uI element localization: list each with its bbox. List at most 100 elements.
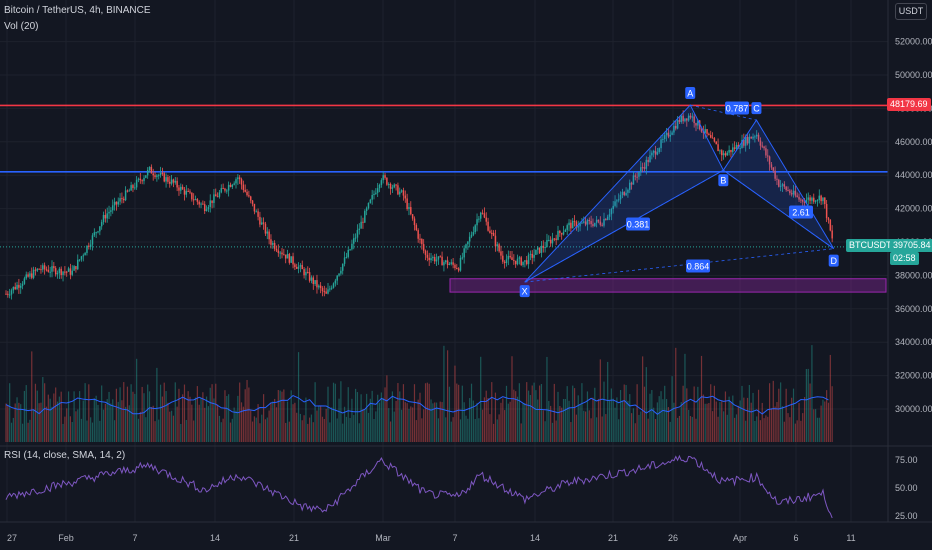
volume-bar <box>329 422 331 442</box>
candle-body <box>106 213 108 219</box>
candle-body <box>51 266 53 272</box>
candle-body <box>323 291 326 293</box>
volume-bar <box>785 388 787 442</box>
candle-body <box>770 164 773 168</box>
candle-body <box>288 254 291 263</box>
volume-bar <box>229 422 232 442</box>
candle-body <box>616 200 618 202</box>
volume-bar <box>647 418 649 442</box>
volume-bar <box>391 391 393 442</box>
candle-body <box>268 231 270 240</box>
volume-bar <box>415 420 417 442</box>
candle-body <box>476 219 478 226</box>
volume-bar <box>261 414 263 442</box>
candle-body <box>446 260 449 265</box>
candle-body <box>827 218 830 220</box>
candle-body <box>362 221 364 223</box>
volume-bar <box>476 402 478 442</box>
volume-bar <box>382 397 384 442</box>
volume-bar <box>406 403 408 442</box>
candle-body <box>796 195 798 197</box>
volume-bar <box>194 397 197 442</box>
candle-body <box>706 129 708 134</box>
candle-body <box>739 148 741 150</box>
candle-body <box>194 199 197 201</box>
pattern-ratio-badge <box>686 259 710 273</box>
volume-bar <box>787 413 789 442</box>
candle-body <box>123 198 125 201</box>
candle-body <box>378 184 381 189</box>
price-axis-label: 42000.00 <box>895 204 932 214</box>
last-price-tag: 39705.84 <box>890 239 932 252</box>
volume-bar <box>377 394 379 442</box>
candle-body <box>715 141 717 145</box>
candle-body <box>290 256 292 263</box>
volume-bar <box>636 384 638 442</box>
candle-body <box>75 266 77 270</box>
volume-bar <box>331 407 333 442</box>
candle-body <box>163 173 165 182</box>
volume-indicator-label[interactable]: Vol (20) <box>4 21 39 32</box>
candle-body <box>732 147 734 153</box>
volume-bar <box>509 401 511 442</box>
volume-bar <box>645 367 647 442</box>
candle-body <box>559 230 561 234</box>
currency-button[interactable]: USDT <box>895 3 927 20</box>
volume-bar <box>573 388 576 442</box>
volume-bar <box>364 409 366 442</box>
volume-bar <box>90 417 92 442</box>
candle-body <box>213 194 215 203</box>
volume-bar <box>463 402 465 442</box>
candle-body <box>373 193 375 196</box>
volume-bar <box>327 386 329 442</box>
volume-bar <box>240 402 243 442</box>
candle-body <box>240 179 243 185</box>
volume-bar <box>443 345 445 442</box>
candle-body <box>494 235 497 247</box>
volume-bar <box>599 359 601 442</box>
time-axis-label: 27 <box>7 533 17 543</box>
volume-bar <box>366 393 368 442</box>
volume-bar <box>769 383 771 442</box>
symbol-title[interactable]: Bitcoin / TetherUS, 4h, BINANCE <box>4 5 151 16</box>
candle-body <box>329 288 331 290</box>
volume-bar <box>318 406 320 442</box>
volume-bar <box>49 398 51 442</box>
volume-bar <box>369 398 371 442</box>
candle-body <box>121 198 123 200</box>
volume-bar <box>699 399 701 442</box>
candle-body <box>371 195 373 200</box>
volume-bar <box>141 386 143 442</box>
candle-body <box>652 150 655 153</box>
volume-bar <box>693 386 695 442</box>
volume-bar <box>651 390 653 442</box>
pattern-ratio-label: 2.61 <box>792 208 810 218</box>
volume-bar <box>281 391 283 442</box>
volume-bar <box>688 409 690 442</box>
volume-bar <box>55 387 57 442</box>
candle-body <box>783 184 786 187</box>
candle-body <box>507 255 510 260</box>
candle-body <box>483 213 486 218</box>
candle-body <box>625 192 627 196</box>
candle-body <box>209 200 211 207</box>
volume-bar <box>320 405 322 442</box>
candle-body <box>314 280 316 285</box>
rsi-indicator-label[interactable]: RSI (14, close, SMA, 14, 2) <box>4 450 126 461</box>
candle-body <box>45 269 48 271</box>
candle-body <box>573 220 576 222</box>
candle-body <box>831 230 833 239</box>
volume-bar <box>332 382 335 442</box>
volume-bar <box>397 383 399 442</box>
volume-bar <box>340 381 342 442</box>
volume-bar <box>761 402 763 442</box>
time-axis-label: 7 <box>452 533 457 543</box>
candle-body <box>255 211 257 213</box>
rsi-axis-label: 75.00 <box>895 455 918 465</box>
volume-bar <box>67 391 70 442</box>
volume-bar <box>316 410 318 442</box>
volume-bar <box>456 383 458 442</box>
pattern-point-label: D <box>830 256 837 266</box>
volume-bar <box>568 400 570 442</box>
